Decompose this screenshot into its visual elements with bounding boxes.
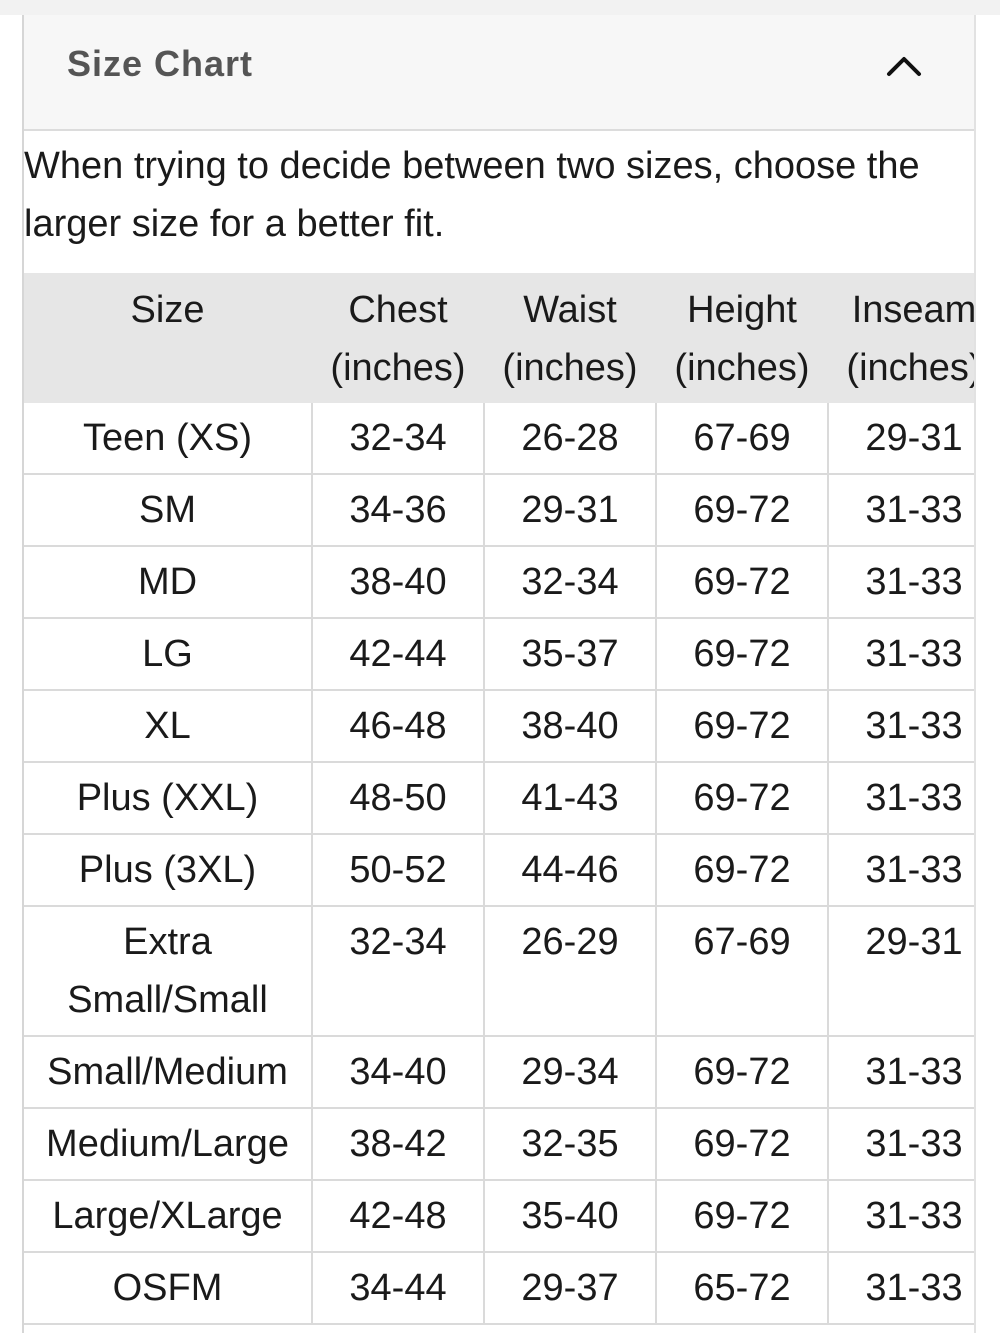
measure-cell: 31-33 bbox=[827, 473, 974, 547]
measure-cell: 26-29 bbox=[483, 905, 657, 1037]
measure-cell: 67-69 bbox=[655, 905, 829, 1037]
measure-cell: 29-37 bbox=[483, 1251, 657, 1325]
measure-cell: 29-34 bbox=[483, 1035, 657, 1109]
measure-cell: 31-33 bbox=[827, 761, 974, 835]
measure-cell: 32-34 bbox=[311, 401, 485, 475]
measure-cell: 38-40 bbox=[483, 689, 657, 763]
size-cell: Small/Medium bbox=[24, 1035, 313, 1109]
measure-cell: 65-72 bbox=[655, 1251, 829, 1325]
measure-cell: 69-72 bbox=[655, 1179, 829, 1253]
table-row: Teen (XS) 32-34 26-28 67-69 29-31 bbox=[24, 401, 974, 475]
table-row: Plus (XXL) 48-50 41-43 69-72 31-33 bbox=[24, 761, 974, 835]
size-cell: Extra Small/Small bbox=[24, 905, 313, 1037]
measure-cell: 69-72 bbox=[655, 1107, 829, 1181]
measure-cell: 31-33 bbox=[827, 1107, 974, 1181]
size-cell: Teen (XS) bbox=[24, 401, 313, 475]
size-table: Size Chest (inches) Waist (inches) Height (… bbox=[24, 273, 974, 1325]
table-row: Extra Small/Small 32-34 26-29 67-69 29-31 bbox=[24, 905, 974, 1037]
measure-cell: 69-72 bbox=[655, 617, 829, 691]
measure-cell: 31-33 bbox=[827, 545, 974, 619]
size-cell: SM bbox=[24, 473, 313, 547]
size-cell: MD bbox=[24, 545, 313, 619]
measure-cell: 31-33 bbox=[827, 617, 974, 691]
collapse-chevron[interactable] bbox=[884, 53, 924, 79]
table-row: Medium/Large 38-42 32-35 69-72 31-33 bbox=[24, 1107, 974, 1181]
measure-cell: 69-72 bbox=[655, 545, 829, 619]
column-header: Size bbox=[24, 273, 313, 403]
accordion-header[interactable]: Size Chart bbox=[24, 15, 974, 131]
size-cell: LG bbox=[24, 617, 313, 691]
measure-cell: 42-44 bbox=[311, 617, 485, 691]
measure-cell: 32-35 bbox=[483, 1107, 657, 1181]
measure-cell: 26-28 bbox=[483, 401, 657, 475]
measure-cell: 41-43 bbox=[483, 761, 657, 835]
measure-cell: 29-31 bbox=[483, 473, 657, 547]
measure-cell: 31-33 bbox=[827, 1179, 974, 1253]
measure-cell: 69-72 bbox=[655, 689, 829, 763]
measure-cell: 32-34 bbox=[483, 545, 657, 619]
size-cell: XL bbox=[24, 689, 313, 763]
measure-cell: 69-72 bbox=[655, 473, 829, 547]
measure-cell: 38-42 bbox=[311, 1107, 485, 1181]
table-row: SM 34-36 29-31 69-72 31-33 bbox=[24, 473, 974, 547]
column-header: Chest (inches) bbox=[311, 273, 485, 403]
panel-title: Size Chart bbox=[67, 43, 254, 84]
table-row: Plus (3XL) 50-52 44-46 69-72 31-33 bbox=[24, 833, 974, 907]
measure-cell: 35-40 bbox=[483, 1179, 657, 1253]
measure-cell: 42-48 bbox=[311, 1179, 485, 1253]
size-cell: Plus (XXL) bbox=[24, 761, 313, 835]
size-cell: Large/XLarge bbox=[24, 1179, 313, 1253]
top-strip bbox=[0, 0, 1000, 15]
size-chart-panel: Size Chart When trying to decide between… bbox=[22, 15, 976, 1333]
measure-cell: 31-33 bbox=[827, 1035, 974, 1109]
intro-text: When trying to decide between two sizes,… bbox=[24, 145, 920, 245]
measure-cell: 46-48 bbox=[311, 689, 485, 763]
measure-cell: 31-33 bbox=[827, 833, 974, 907]
measure-cell: 67-69 bbox=[655, 401, 829, 475]
measure-cell: 48-50 bbox=[311, 761, 485, 835]
measure-cell: 29-31 bbox=[827, 401, 974, 475]
size-cell: Plus (3XL) bbox=[24, 833, 313, 907]
measure-cell: 35-37 bbox=[483, 617, 657, 691]
measure-cell: 50-52 bbox=[311, 833, 485, 907]
table-row: Large/XLarge 42-48 35-40 69-72 31-33 bbox=[24, 1179, 974, 1253]
measure-cell: 34-44 bbox=[311, 1251, 485, 1325]
table-row: XL 46-48 38-40 69-72 31-33 bbox=[24, 689, 974, 763]
column-header: Waist (inches) bbox=[483, 273, 657, 403]
measure-cell: 69-72 bbox=[655, 761, 829, 835]
measure-cell: 38-40 bbox=[311, 545, 485, 619]
size-cell: OSFM bbox=[24, 1251, 313, 1325]
table-row: MD 38-40 32-34 69-72 31-33 bbox=[24, 545, 974, 619]
measure-cell: 34-40 bbox=[311, 1035, 485, 1109]
column-header: Inseam (inches) bbox=[827, 273, 974, 403]
measure-cell: 69-72 bbox=[655, 833, 829, 907]
measure-cell: 34-36 bbox=[311, 473, 485, 547]
table-row: LG 42-44 35-37 69-72 31-33 bbox=[24, 617, 974, 691]
measure-cell: 69-72 bbox=[655, 1035, 829, 1109]
measure-cell: 44-46 bbox=[483, 833, 657, 907]
measure-cell: 29-31 bbox=[827, 905, 974, 1037]
table-row: OSFM 34-44 29-37 65-72 31-33 bbox=[24, 1251, 974, 1325]
measure-cell: 32-34 bbox=[311, 905, 485, 1037]
table-row: Small/Medium 34-40 29-34 69-72 31-33 bbox=[24, 1035, 974, 1109]
header-row: Size Chest (inches) Waist (inches) Height (… bbox=[24, 273, 974, 403]
measure-cell: 31-33 bbox=[827, 689, 974, 763]
size-cell: Medium/Large bbox=[24, 1107, 313, 1181]
column-header: Height (inches) bbox=[655, 273, 829, 403]
measure-cell: 31-33 bbox=[827, 1251, 974, 1325]
table-wrapper: Size Chest (inches) Waist (inches) Height (… bbox=[24, 273, 974, 1325]
